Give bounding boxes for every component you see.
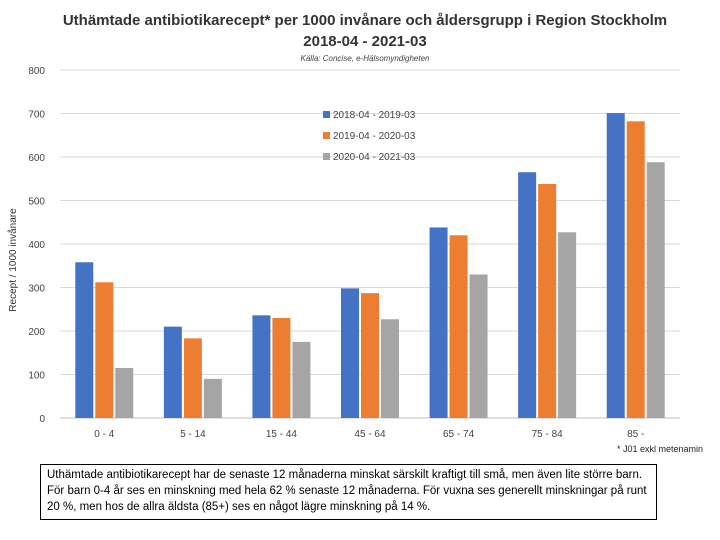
x-tick-label: 0 - 4: [94, 429, 114, 440]
y-axis-title: Recept / 1000 invånare: [7, 208, 19, 312]
x-tick-label: 45 - 64: [354, 429, 386, 440]
y-tick-label: 100: [28, 371, 45, 382]
y-tick-label: 300: [28, 284, 45, 295]
bar-1-5: [429, 227, 448, 418]
y-axis-ticks: 0 100 200 300 400 500 600 700 800: [28, 66, 45, 425]
bar-1-7: [606, 113, 625, 418]
x-axis-labels: 0 - 4 5 - 14 15 - 44 45 - 64 65 - 74 75 - 84 8…: [94, 429, 644, 440]
legend-swatch: [323, 132, 330, 139]
chart-title: Uthämtade antibiotikarecept* per 1000 in…: [62, 12, 668, 50]
y-tick-label: 800: [28, 66, 45, 77]
bar-2-6: [538, 183, 557, 418]
bar-3-6: [558, 232, 577, 418]
y-tick-label: 400: [28, 240, 45, 251]
bar-2-1: [95, 282, 114, 418]
legend-swatch: [323, 111, 330, 118]
y-tick-label: 0: [39, 414, 45, 425]
bar-1-4: [341, 288, 359, 418]
y-tick-label: 700: [28, 110, 45, 121]
bar-3-1: [115, 367, 134, 418]
footnote: * J01 exkl metenamin: [617, 444, 704, 454]
y-tick-label: 600: [28, 153, 45, 164]
y-tick-label: 200: [28, 327, 45, 338]
bar-3-5: [469, 274, 488, 418]
x-tick-label: 65 - 74: [443, 429, 475, 440]
chart-subtitle: Källa: Concise, e-Hälsomyndigheten: [300, 54, 430, 63]
x-tick-label: 5 - 14: [180, 429, 206, 440]
bars: [75, 113, 665, 418]
bar-3-2: [203, 378, 222, 418]
bar-1-2: [163, 326, 182, 418]
bar-2-2: [183, 338, 202, 418]
bar-3-3: [292, 341, 311, 418]
x-tick-label: 15 - 44: [266, 429, 298, 440]
legend: 2018-04 - 2019-03 2019-04 - 2020-03 2020-0…: [323, 110, 416, 163]
bar-2-7: [626, 121, 645, 418]
bar-2-4: [361, 293, 379, 418]
bar-1-1: [75, 262, 94, 418]
bar-3-7: [646, 162, 665, 418]
legend-label: 2019-04 - 2020-03: [333, 131, 416, 142]
bar-1-6: [518, 172, 537, 418]
bar-2-5: [449, 235, 468, 418]
summary-text-box: Uthämtade antibiotikarecept har de senas…: [40, 464, 657, 520]
legend-label: 2018-04 - 2019-03: [333, 110, 416, 121]
x-tick-label: 85 -: [627, 429, 644, 440]
x-tick-label: 75 - 84: [532, 429, 564, 440]
legend-label: 2020-04 - 2021-03: [333, 152, 416, 163]
bar-2-3: [272, 317, 291, 418]
bar-3-4: [381, 319, 399, 418]
legend-swatch: [323, 153, 330, 160]
y-tick-label: 500: [28, 197, 45, 208]
bar-1-3: [252, 315, 271, 418]
